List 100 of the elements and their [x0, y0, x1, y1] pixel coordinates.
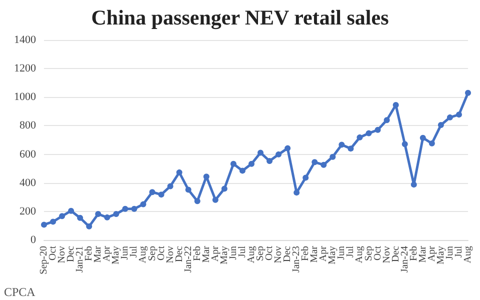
point	[258, 150, 264, 156]
x-tick-label: Oct	[264, 246, 276, 260]
point	[239, 168, 246, 174]
y-tick-label: 1200	[14, 62, 36, 75]
point	[104, 214, 110, 220]
x-tick-label: Mar	[92, 245, 104, 263]
x-tick-label: Nov	[273, 246, 284, 264]
y-tick-label: 1000	[14, 91, 36, 104]
x-tick-label: Jun	[444, 246, 456, 260]
point	[338, 142, 345, 148]
point	[374, 126, 381, 133]
point	[149, 189, 156, 196]
point	[113, 211, 120, 217]
point	[131, 206, 138, 212]
point	[402, 141, 408, 148]
point	[68, 208, 74, 214]
point	[302, 174, 309, 181]
x-tick-label: Dec	[390, 245, 402, 262]
point	[330, 154, 336, 160]
point	[276, 151, 282, 158]
x-tick-label: Dec	[174, 245, 185, 262]
x-tick-label: Nov	[164, 246, 176, 264]
x-tick-label: Apr	[210, 245, 221, 262]
point	[248, 160, 254, 167]
point	[176, 169, 182, 176]
point	[59, 213, 66, 220]
point	[167, 183, 174, 190]
point	[41, 222, 47, 228]
x-tick-label: Aug	[462, 246, 474, 264]
x-tick-label: May	[327, 246, 338, 264]
point	[86, 223, 92, 230]
point	[140, 201, 146, 208]
x-tick-label: Dec	[282, 245, 294, 262]
point	[77, 214, 84, 221]
x-tick-label: Apr	[102, 245, 113, 262]
x-tick-label: Jun	[336, 246, 348, 260]
y-tick-label: 0	[30, 234, 36, 246]
x-tick-label: Aug	[138, 246, 149, 264]
x-tick-label: Feb	[84, 246, 95, 261]
x-tick-label: Jan-22	[182, 246, 194, 273]
point	[428, 140, 435, 146]
x-tick-label: Feb	[408, 246, 420, 261]
point	[95, 211, 102, 217]
point	[284, 145, 291, 152]
x-tick-label: Jan-24	[399, 246, 410, 273]
point	[366, 130, 372, 136]
chart-title: China passenger NEV retail sales	[91, 6, 389, 30]
text: CPCA	[4, 285, 36, 299]
point	[312, 159, 318, 166]
x-tick-label: Sep	[255, 246, 266, 261]
x-tick-label: Oct	[372, 246, 384, 260]
point	[294, 190, 300, 196]
point	[410, 182, 417, 188]
x-tick-label: Feb	[192, 246, 203, 261]
point	[212, 196, 218, 203]
point	[438, 122, 444, 128]
point	[194, 198, 200, 204]
x-tick-label: Jun	[228, 246, 239, 260]
x-tick-label: Jan-23	[291, 246, 302, 273]
point	[456, 112, 462, 118]
x-tick-label: Sep	[363, 246, 374, 261]
y-tick-label: 200	[20, 205, 36, 218]
point	[158, 192, 164, 198]
point	[221, 186, 228, 192]
x-tick-label: Aug	[354, 246, 366, 264]
x-tick-label: Jun	[120, 246, 131, 260]
y-tick-label: 800	[20, 120, 36, 132]
point	[185, 186, 192, 193]
x-tick-label: Oct	[156, 246, 167, 260]
x-tick-label: Mar	[417, 245, 428, 263]
point	[122, 206, 128, 212]
x-tick-label: Sep	[146, 246, 158, 261]
x-tick-label: Apr	[426, 245, 438, 262]
x-tick-label: Mar	[309, 245, 320, 263]
x-tick-label: Aug	[246, 246, 257, 264]
x-tick-label: Oct	[48, 246, 59, 260]
point	[230, 160, 236, 167]
x-tick-label: May	[110, 246, 122, 264]
point	[320, 162, 327, 168]
x-tick-label: Feb	[300, 246, 312, 261]
x-tick-label: Jul	[453, 246, 464, 258]
x-tick-label: Dec	[66, 245, 77, 262]
x-tick-label: Jul	[236, 246, 248, 258]
x-tick-label: Jul	[128, 246, 140, 258]
point	[266, 158, 273, 164]
point	[356, 134, 363, 140]
x-tick-label: Nov	[381, 246, 392, 264]
y-tick-label: 1400	[14, 34, 36, 46]
point	[384, 117, 390, 124]
x-tick-label: Nov	[56, 246, 68, 264]
point	[348, 146, 354, 152]
x-tick-label: Jul	[345, 246, 356, 258]
point	[50, 218, 56, 225]
point	[420, 134, 426, 141]
x-tick-label: Mar	[200, 245, 212, 263]
y-tick-label: 400	[20, 176, 36, 189]
x-tick-label: Sep-20	[38, 246, 50, 274]
x-tick-label: Jan-21	[74, 246, 86, 273]
point	[446, 114, 453, 120]
point	[392, 102, 399, 108]
